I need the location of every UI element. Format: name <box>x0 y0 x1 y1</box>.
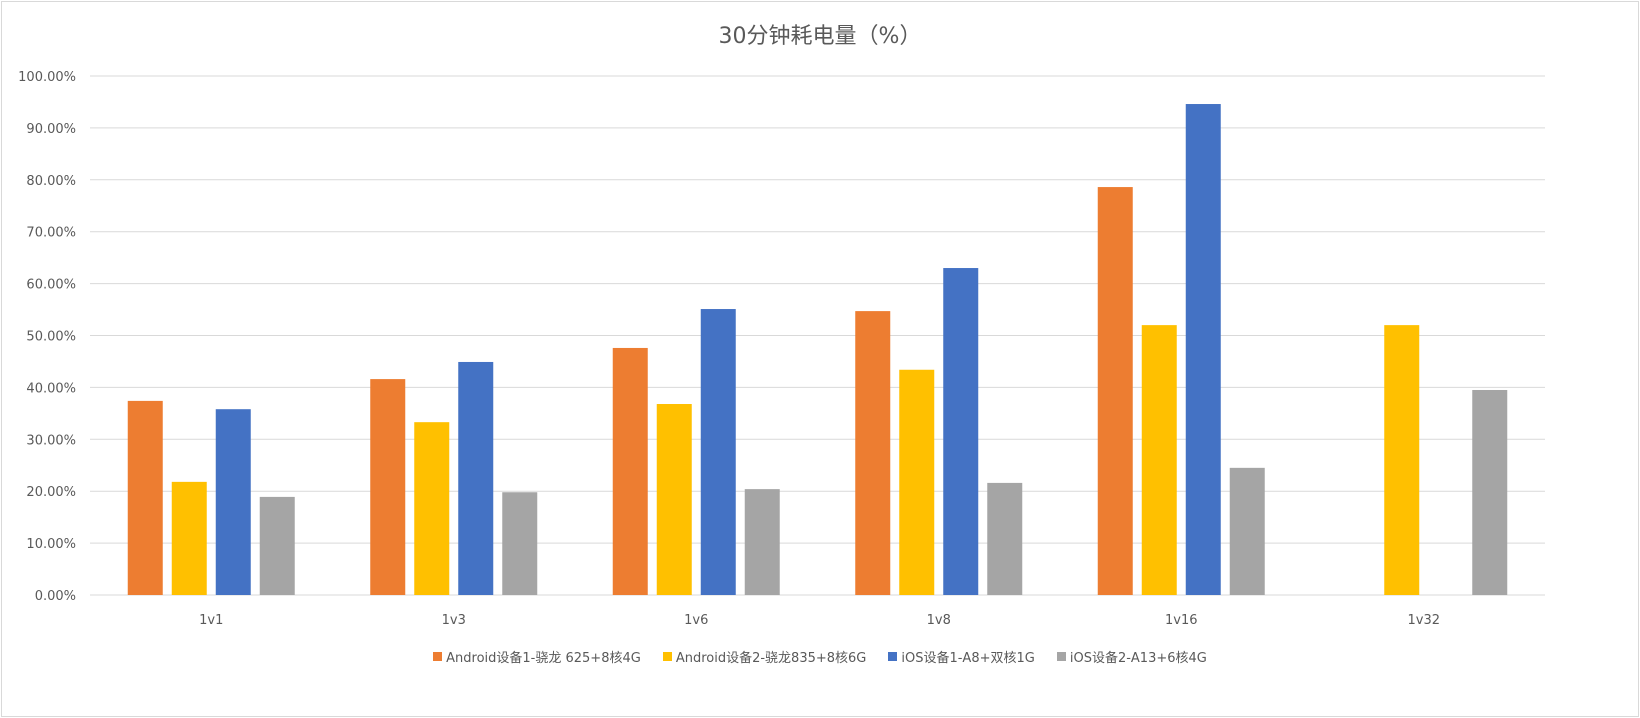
y-tick-label: 60.00% <box>26 278 76 293</box>
y-tick-label: 0.00% <box>35 589 76 604</box>
bar-1v8-series-1 <box>855 311 891 595</box>
legend-swatch <box>433 652 443 661</box>
x-tick-label: 1v8 <box>927 613 951 628</box>
bar-1v16-series-4 <box>1229 467 1265 595</box>
bar-1v8-series-3 <box>943 268 979 595</box>
bar-1v16-series-1 <box>1097 187 1133 596</box>
legend-item: iOS设备1-A8+双核1G <box>888 647 1035 666</box>
bar-1v32-series-4 <box>1472 389 1508 595</box>
y-tick-label: 50.00% <box>26 330 76 345</box>
x-tick-label: 1v16 <box>1165 613 1198 628</box>
legend-label: iOS设备1-A8+双核1G <box>901 651 1035 666</box>
y-tick-label: 10.00% <box>26 537 76 552</box>
bar-1v6-series-3 <box>700 309 736 595</box>
bar-1v3-series-3 <box>458 361 494 595</box>
legend: Android设备1-骁龙 625+8核4G Android设备2-骁龙835+8… <box>0 647 1640 666</box>
legend-label: iOS设备2-A13+6核4G <box>1069 651 1207 666</box>
x-tick-label: 1v3 <box>442 613 466 628</box>
bar-1v3-series-4 <box>502 492 538 595</box>
y-tick-label: 80.00% <box>26 174 76 189</box>
x-tick-label: 1v32 <box>1407 613 1440 628</box>
y-tick-label: 40.00% <box>26 381 76 396</box>
bar-1v16-series-3 <box>1185 104 1221 595</box>
legend-item: Android设备2-骁龙835+8核6G <box>662 647 867 666</box>
y-tick-label: 100.00% <box>18 70 76 85</box>
bar-1v6-series-4 <box>744 489 780 595</box>
legend-label: Android设备1-骁龙 625+8核4G <box>446 651 641 666</box>
y-tick-label: 90.00% <box>26 122 76 137</box>
bar-1v32-series-2 <box>1384 325 1420 595</box>
bar-1v3-series-1 <box>370 379 406 595</box>
y-tick-label: 20.00% <box>26 485 76 500</box>
bar-1v1-series-4 <box>259 496 295 595</box>
legend-swatch <box>888 652 898 661</box>
chart-title: 30分钟耗电量（%） <box>719 24 922 49</box>
legend-swatch <box>662 652 672 661</box>
bar-1v8-series-4 <box>987 482 1023 595</box>
bar-1v3-series-2 <box>414 422 450 595</box>
bar-1v16-series-2 <box>1141 325 1177 595</box>
x-tick-label: 1v6 <box>684 613 708 628</box>
y-tick-label: 70.00% <box>26 226 76 241</box>
legend-swatch <box>1056 652 1066 661</box>
bar-1v8-series-2 <box>899 369 935 595</box>
legend-label: Android设备2-骁龙835+8核6G <box>675 651 867 666</box>
legend-item: Android设备1-骁龙 625+8核4G <box>433 647 641 666</box>
legend-item: iOS设备2-A13+6核4G <box>1056 647 1207 666</box>
bar-1v1-series-2 <box>171 481 207 595</box>
x-tick-label: 1v1 <box>199 613 223 628</box>
y-tick-label: 30.00% <box>26 433 76 448</box>
bar-1v1-series-3 <box>215 409 251 595</box>
bar-1v6-series-1 <box>612 347 648 595</box>
bar-1v1-series-1 <box>127 400 163 595</box>
bar-1v6-series-2 <box>656 404 692 595</box>
